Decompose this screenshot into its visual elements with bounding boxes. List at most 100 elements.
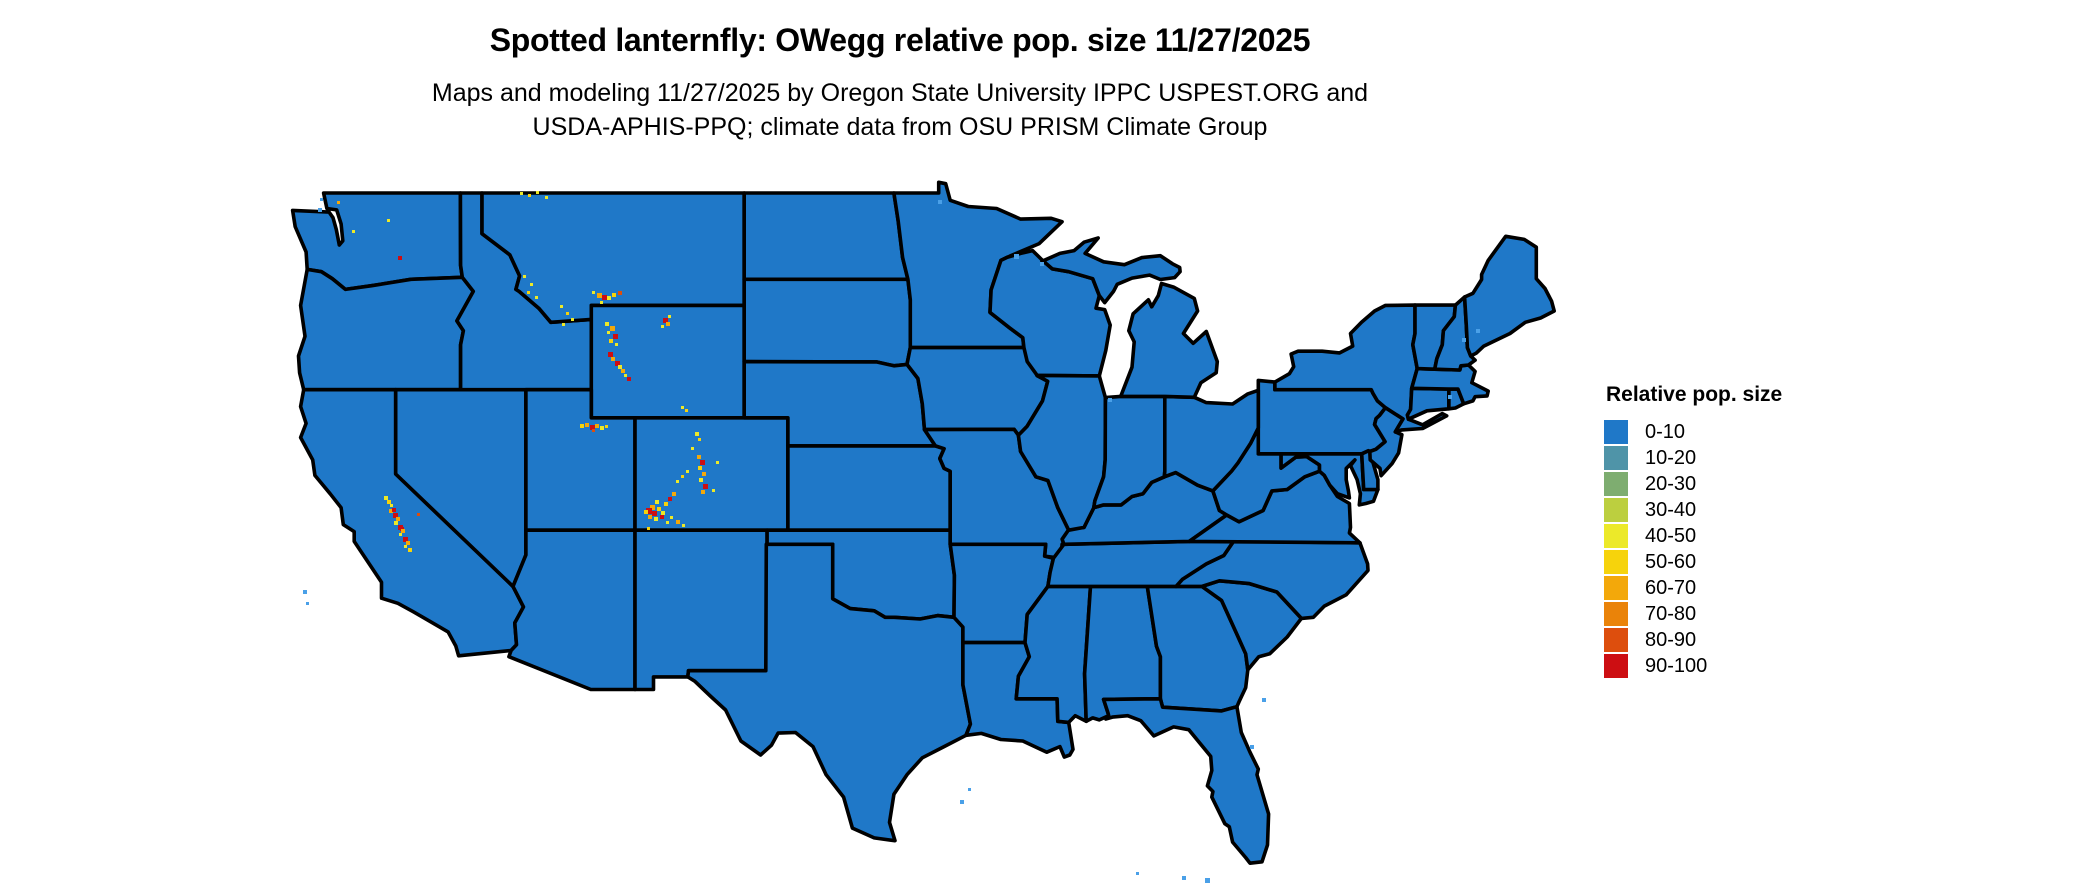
state-new-jersey [1368,405,1405,478]
population-hotspot-cell [610,326,615,331]
state-kansas [786,444,953,533]
population-hotspot-cell [387,219,390,222]
population-hotspot-cell [406,541,410,545]
legend-label: 50-60 [1645,550,1697,573]
legend-label: 60-70 [1645,576,1697,599]
population-hotspot-cell [417,513,420,516]
population-hotspot-cell [621,369,625,373]
population-hotspot-cell [390,504,393,507]
population-hotspot-cell [697,455,701,459]
population-hotspot-cell [592,291,595,294]
population-hotspot-cell [613,334,618,339]
subtitle-line-1: Maps and modeling 11/27/2025 by Oregon S… [431,79,1369,107]
water-speck [1136,872,1139,875]
population-hotspot-cell [530,283,533,286]
population-hotspot-cell [387,500,391,504]
population-hotspot-cell [703,484,708,489]
state-new-mexico [633,528,769,692]
population-hotspot-cell [404,545,407,548]
legend-swatch [1604,576,1628,600]
state-michigan-upper [1040,236,1182,305]
population-hotspot-cell [652,511,657,516]
page-title: Spotted lanternfly: OWegg relative pop. … [489,22,1311,58]
legend-label: 0-10 [1645,420,1686,443]
population-hotspot-cell [646,508,652,514]
legend-swatch [1604,550,1628,574]
legend-label: 20-30 [1645,472,1697,495]
population-hotspot-cell [650,505,655,510]
water-speck [1262,698,1266,702]
population-hotspot-cell [663,318,668,323]
water-speck [1205,878,1210,883]
population-hotspot-cell [618,365,622,369]
legend-swatch [1604,628,1628,652]
water-speck [1476,329,1480,333]
population-hotspot-cell [384,496,388,500]
population-hotspot-cell [520,192,523,195]
legend-label: 10-20 [1645,446,1697,469]
population-hotspot-cell [580,424,584,428]
population-hotspot-cell [682,524,685,527]
population-hotspot-cell [401,529,405,533]
population-hotspot-cell [618,291,622,295]
population-hotspot-cell [686,470,689,473]
population-hotspot-cell [615,343,618,346]
water-speck [968,788,971,791]
population-hotspot-cell [612,293,616,297]
population-hotspot-cell [560,305,563,308]
legend-label: 70-80 [1645,602,1697,625]
population-hotspot-cell [655,500,659,504]
water-speck [320,198,323,201]
population-hotspot-cell [695,432,699,436]
water-speck [1462,338,1466,342]
population-hotspot-cell [660,515,664,519]
legend-label: 40-50 [1645,524,1697,547]
legend-swatch [1604,446,1628,470]
population-hotspot-cell [600,426,604,430]
population-hotspot-cell [676,480,679,483]
population-hotspot-cell [700,460,705,465]
population-hotspot-cell [644,510,648,514]
legend-swatch [1604,602,1628,626]
population-hotspot-cell [535,296,538,299]
water-speck [1040,262,1044,266]
population-hotspot-cell [712,489,715,492]
population-hotspot-cell [681,406,684,409]
population-hotspot-cell [668,315,671,318]
population-hotspot-cell [611,357,615,361]
legend-item: 80-90 [1604,627,1782,653]
water-speck [318,208,322,212]
population-hotspot-cell [545,196,548,199]
legend-swatch [1604,654,1628,678]
population-hotspot-cell [396,517,400,521]
legend-label: 90-100 [1645,654,1708,677]
legend-items: 0-10 10-20 20-30 30-40 40-50 50-60 60-70 70-80 8… [1604,419,1782,679]
population-hotspot-cell [609,339,613,343]
population-hotspot-cell [399,533,402,536]
legend-item: 10-20 [1604,445,1782,471]
state-maryland [1279,451,1380,507]
legend-item: 50-60 [1604,549,1782,575]
population-hotspot-cell [608,352,613,357]
water-speck [938,200,942,204]
legend-item: 0-10 [1604,419,1782,445]
population-hotspot-cell [670,516,673,519]
population-hotspot-cell [595,424,599,428]
population-hotspot-cell [566,312,569,315]
population-hotspot-cell [600,301,603,304]
population-hotspot-cell [615,361,620,366]
water-speck [1014,254,1019,259]
water-speck [1448,395,1452,399]
population-hotspot-cell [661,511,665,515]
legend-label: 30-40 [1645,498,1697,521]
population-hotspot-cell [597,293,602,298]
legend-swatch [1604,420,1628,444]
population-hotspot-cell [676,520,680,524]
population-hotspot-cell [681,475,684,478]
population-hotspot-cell [701,490,705,494]
population-hotspot-cell [523,275,526,278]
population-hotspot-cell [592,429,595,432]
population-hotspot-cell [352,230,355,233]
population-hotspot-cell [337,201,340,204]
population-hotspot-cell [654,517,658,521]
